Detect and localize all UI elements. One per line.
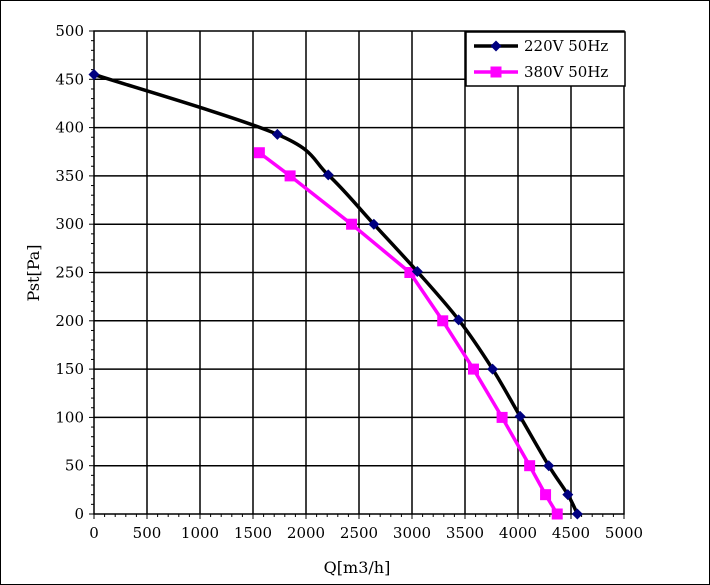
data-point-square bbox=[467, 363, 479, 375]
y-tick-label: 350 bbox=[55, 167, 84, 185]
x-tick-label: 1000 bbox=[181, 524, 219, 542]
x-tick-label: 0 bbox=[89, 524, 99, 542]
data-point-square bbox=[540, 489, 552, 501]
data-point-diamond bbox=[514, 410, 526, 422]
data-point-square bbox=[346, 218, 358, 230]
data-point-diamond bbox=[368, 218, 380, 230]
legend-marker-diamond bbox=[490, 40, 502, 52]
x-axis-title: Q[m3/h] bbox=[324, 558, 391, 577]
x-tick-label: 500 bbox=[133, 524, 162, 542]
data-point-diamond bbox=[88, 68, 100, 80]
x-axis-ticks: 0 500 1000 1500 2000 2500 3000 3500 4000 4500 5000 bbox=[89, 514, 643, 542]
series-line-380v-50hz bbox=[258, 151, 559, 515]
data-point-square bbox=[551, 508, 563, 520]
legend-item-220v-50hz: 220V 50Hz bbox=[474, 37, 608, 55]
x-tick-label: 4500 bbox=[552, 524, 590, 542]
data-point-square bbox=[404, 267, 416, 278]
y-tick-label: 50 bbox=[65, 457, 84, 475]
x-tick-label: 3000 bbox=[393, 524, 431, 542]
y-tick-label: 100 bbox=[55, 408, 84, 426]
data-point-diamond bbox=[411, 266, 423, 278]
data-point-diamond bbox=[571, 508, 583, 520]
series-220v-50hz bbox=[88, 68, 583, 520]
data-point-square bbox=[524, 460, 536, 472]
data-point-diamond bbox=[562, 489, 574, 501]
x-tick-label: 2500 bbox=[340, 524, 378, 542]
legend-label: 380V 50Hz bbox=[524, 63, 608, 81]
x-tick-label: 5000 bbox=[605, 524, 643, 542]
data-point-square bbox=[253, 147, 265, 159]
x-tick-label: 2000 bbox=[287, 524, 325, 542]
y-tick-label: 500 bbox=[55, 22, 84, 40]
data-point-diamond bbox=[271, 128, 283, 140]
y-tick-label: 150 bbox=[55, 360, 84, 378]
series-layer bbox=[88, 68, 583, 520]
grid bbox=[94, 31, 624, 514]
series-line-220v-50hz bbox=[93, 72, 579, 515]
y-tick-label: 400 bbox=[55, 119, 84, 137]
data-point-square bbox=[437, 315, 449, 327]
y-tick-label: 250 bbox=[55, 264, 84, 282]
y-tick-label: 450 bbox=[55, 70, 84, 88]
y-tick-label: 0 bbox=[74, 505, 84, 523]
data-point-square bbox=[496, 411, 508, 423]
data-point-diamond bbox=[543, 460, 555, 472]
data-point-square bbox=[284, 170, 296, 182]
legend-item-380v-50hz: 380V 50Hz bbox=[474, 63, 608, 81]
x-tick-label: 3500 bbox=[446, 524, 484, 542]
y-axis-title: Pst[Pa] bbox=[24, 244, 43, 301]
y-tick-label: 200 bbox=[55, 312, 84, 330]
x-tick-label: 4000 bbox=[499, 524, 537, 542]
data-point-diamond bbox=[453, 314, 465, 326]
x-tick-label: 1500 bbox=[234, 524, 272, 542]
data-point-diamond bbox=[487, 363, 499, 375]
y-axis-ticks: 0 50 100 150 200 250 300 350 400 450 500 bbox=[55, 22, 94, 523]
legend-label: 220V 50Hz bbox=[524, 37, 608, 55]
legend: 220V 50Hz 380V 50Hz bbox=[465, 31, 626, 87]
data-point-diamond bbox=[322, 169, 334, 181]
legend-marker-square bbox=[490, 66, 502, 78]
series-380v-50hz bbox=[253, 147, 563, 520]
y-tick-label: 300 bbox=[55, 215, 84, 233]
